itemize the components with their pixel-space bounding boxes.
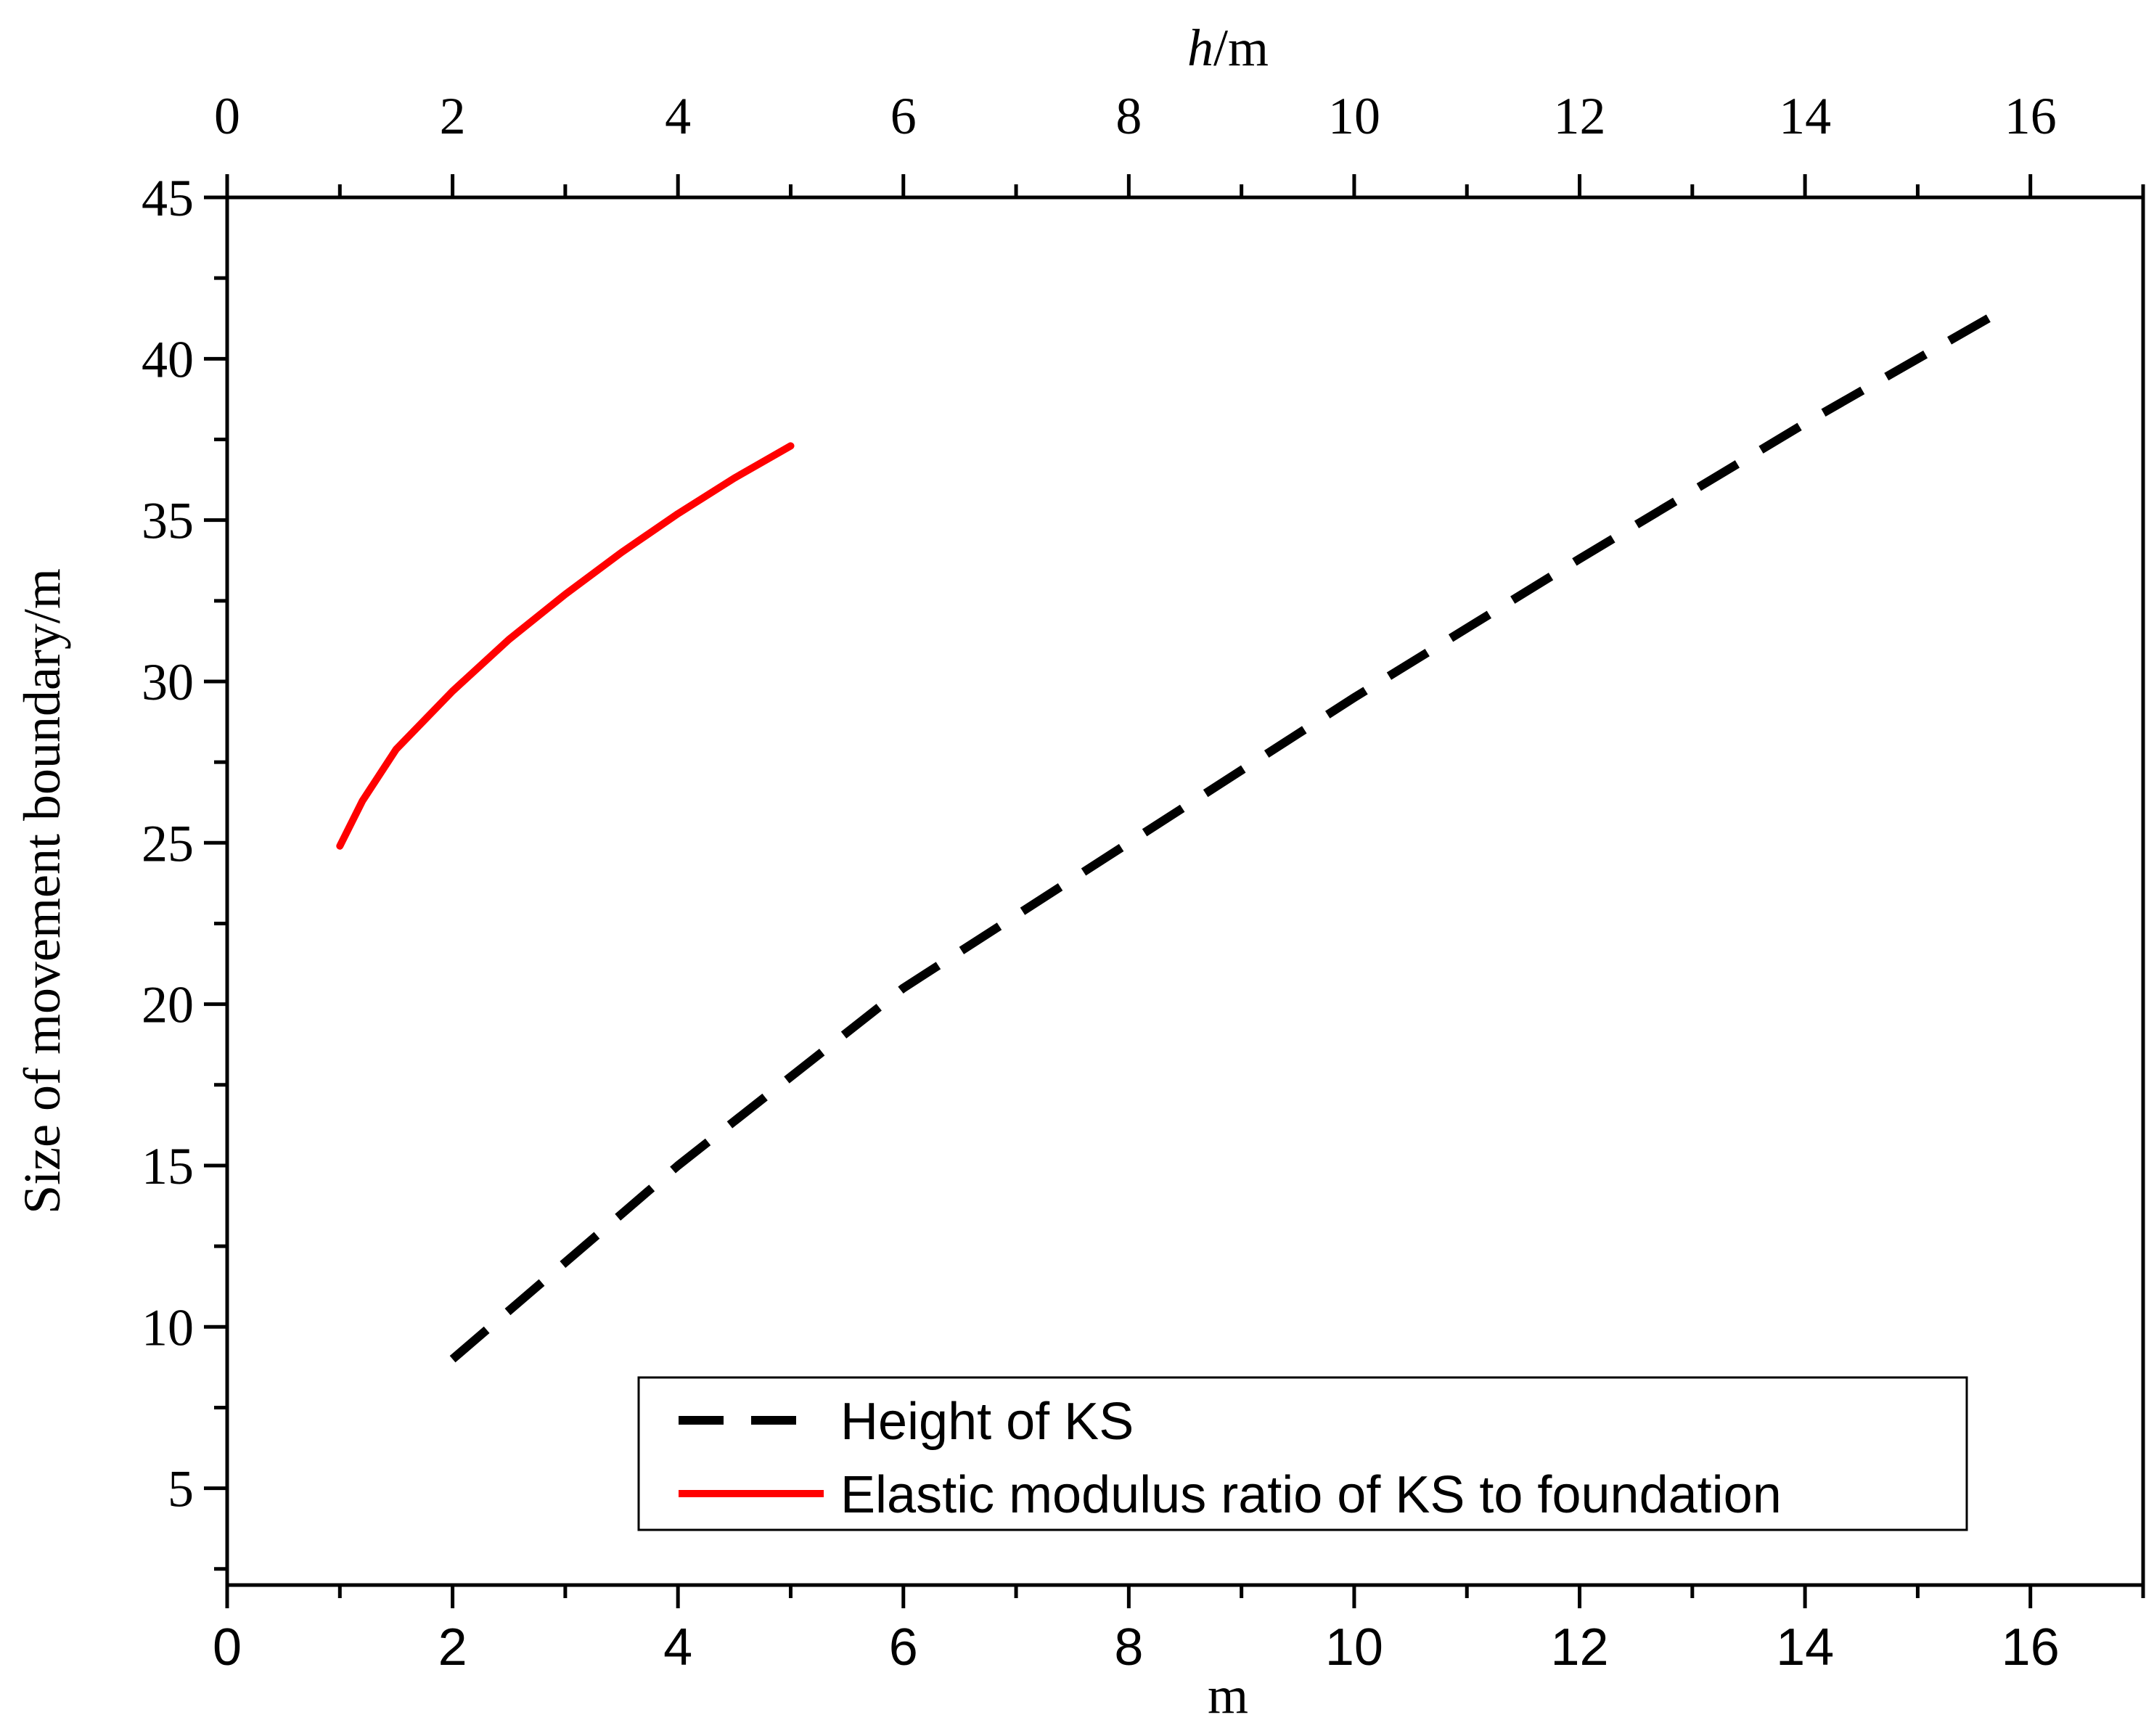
x-axis-bottom-title: m: [1208, 1666, 1248, 1724]
x-top-tick-label: 14: [1779, 87, 1831, 145]
x-tick-label: 14: [1776, 1618, 1834, 1676]
series-line-height-of-ks: [449, 309, 1999, 1363]
x-tick-label: 0: [213, 1618, 242, 1676]
x-top-tick-label: 6: [890, 87, 917, 145]
legend-box: [637, 1376, 1968, 1531]
series-layer: [336, 309, 1999, 1363]
y-tick-label: 25: [142, 814, 194, 872]
y-tick-label: 15: [142, 1137, 194, 1195]
legend-label-elastic-modulus: Elastic modulus ratio of KS to foundatio…: [840, 1466, 1782, 1524]
x-tick-label: 10: [1325, 1618, 1383, 1676]
y-tick-label: 40: [142, 330, 194, 388]
x-top-tick-label: 16: [2004, 87, 2057, 145]
legend-label-height-of-ks: Height of KS: [840, 1393, 1134, 1451]
x-top-tick-label: 2: [440, 87, 466, 145]
x-tick-label: 2: [438, 1618, 467, 1676]
x-top-tick-label: 0: [214, 87, 240, 145]
x-axis-top-title: h/m: [1187, 19, 1269, 77]
x-top-tick-label: 10: [1328, 87, 1380, 145]
legend: Height of KS Elastic modulus ratio of KS…: [637, 1376, 1968, 1531]
x-tick-label: 4: [663, 1618, 692, 1676]
x-tick-label: 16: [2002, 1618, 2060, 1676]
top-axis-ticks: 0 2 4 6 8 10 12 14 16: [214, 87, 2145, 197]
left-axis-ticks: 5 10 15 20 25 30 35 40 45: [142, 169, 227, 1571]
y-tick-label: 35: [142, 492, 194, 550]
y-tick-label: 20: [142, 976, 194, 1034]
plot-frame: [225, 195, 2145, 1587]
x-top-tick-label: 4: [665, 87, 691, 145]
y-tick-label: 5: [168, 1460, 194, 1518]
bottom-axis-ticks: 0 2 4 6 8 10 12 14 16: [213, 1585, 2145, 1676]
y-tick-label: 30: [142, 653, 194, 711]
y-tick-label: 10: [142, 1298, 194, 1356]
x-tick-label: 12: [1550, 1618, 1608, 1676]
y-axis-title: Size of movement boundary/m: [13, 568, 71, 1214]
x-tick-label: 8: [1114, 1618, 1143, 1676]
y-tick-label: 45: [142, 169, 194, 227]
x-top-tick-label: 8: [1115, 87, 1142, 145]
x-tick-label: 6: [889, 1618, 918, 1676]
series-line-elastic-modulus-ratio: [336, 442, 795, 850]
x-top-tick-label: 12: [1554, 87, 1606, 145]
